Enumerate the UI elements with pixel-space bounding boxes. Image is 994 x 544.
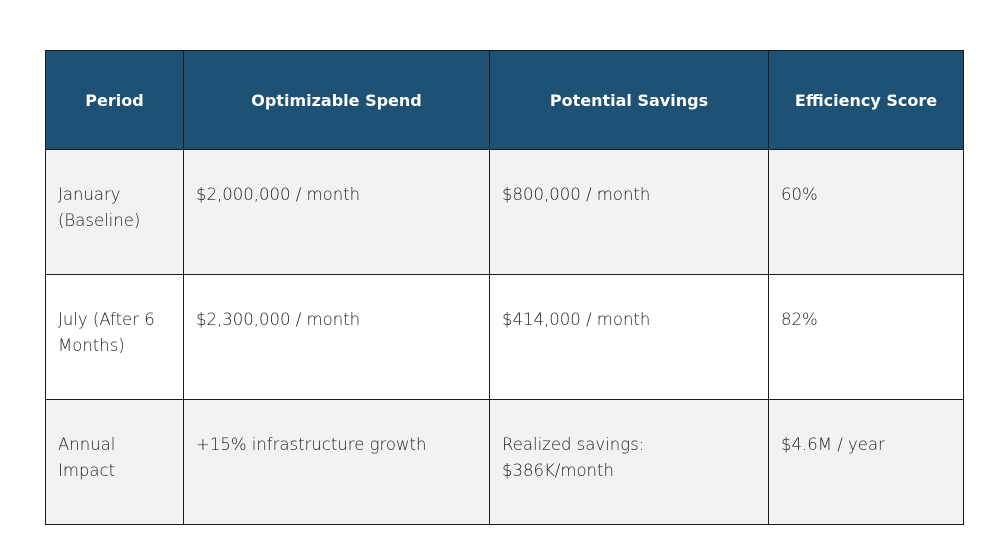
header-potential-savings: Potential Savings [489,50,769,150]
cell-potential-savings: $414,000 / month [489,274,769,400]
table-row: July (After 6 Months) $2,300,000 / month… [45,274,964,400]
cell-period: July (After 6 Months) [45,274,184,400]
cell-optimizable-spend: +15% infrastructure growth [183,399,490,525]
table-row: Annual Impact +15% infrastructure growth… [45,399,964,525]
header-efficiency-score: Efficiency Score [768,50,964,150]
table-header-row: Period Optimizable Spend Potential Savin… [45,50,964,150]
cell-efficiency-score: 82% [768,274,964,400]
cell-efficiency-score: $4.6M / year [768,399,964,525]
table-row: January (Baseline) $2,000,000 / month $8… [45,149,964,275]
cell-efficiency-score: 60% [768,149,964,275]
cell-optimizable-spend: $2,300,000 / month [183,274,490,400]
savings-table-container: Period Optimizable Spend Potential Savin… [45,50,964,525]
savings-table: Period Optimizable Spend Potential Savin… [45,50,964,525]
header-optimizable-spend: Optimizable Spend [183,50,490,150]
cell-optimizable-spend: $2,000,000 / month [183,149,490,275]
cell-period: Annual Impact [45,399,184,525]
header-period: Period [45,50,184,150]
cell-potential-savings: $800,000 / month [489,149,769,275]
cell-potential-savings: Realized savings: $386K/month [489,399,769,525]
cell-period: January (Baseline) [45,149,184,275]
